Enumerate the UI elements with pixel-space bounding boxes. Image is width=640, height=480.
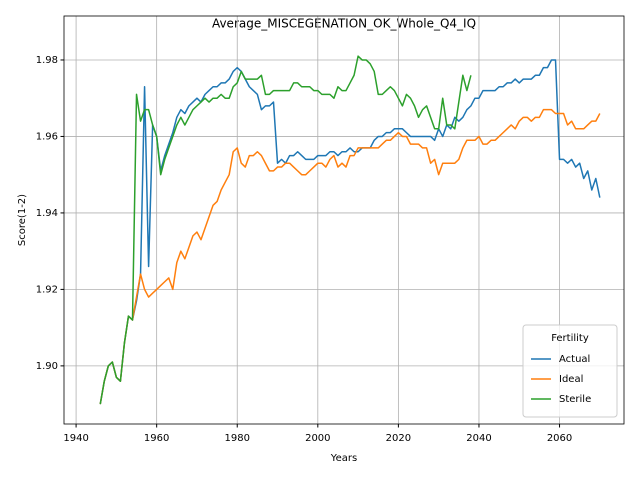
x-tick-label: 2040 bbox=[466, 433, 491, 444]
x-tick-label: 2060 bbox=[547, 433, 572, 444]
y-tick-label: 1.90 bbox=[36, 361, 58, 372]
legend: Fertility Actual Ideal Sterile bbox=[522, 324, 618, 418]
series-line bbox=[99, 55, 472, 405]
y-tick-label: 1.92 bbox=[36, 284, 58, 295]
x-tick-label: 2000 bbox=[305, 433, 330, 444]
legend-title: Fertility bbox=[551, 333, 589, 344]
y-axis-label: Score(1-2) bbox=[17, 194, 28, 246]
plot-frame bbox=[63, 15, 625, 425]
chart-title: Average_MISCEGENATION_OK_Whole_Q4_IQ bbox=[212, 17, 476, 31]
legend-label: Ideal bbox=[559, 374, 583, 385]
legend-label: Actual bbox=[559, 354, 590, 365]
series-line bbox=[99, 59, 601, 405]
x-axis-label: Years bbox=[330, 453, 357, 464]
legend-label: Sterile bbox=[559, 394, 591, 405]
x-tick-label: 1980 bbox=[225, 433, 250, 444]
y-tick-label: 1.94 bbox=[36, 208, 58, 219]
x-tick-label: 1940 bbox=[63, 433, 88, 444]
x-tick-label: 1960 bbox=[144, 433, 169, 444]
y-tick-label: 1.98 bbox=[36, 55, 58, 66]
series-line bbox=[99, 108, 601, 405]
x-tick-label: 2020 bbox=[386, 433, 411, 444]
legend-box bbox=[522, 324, 618, 418]
y-tick-label: 1.96 bbox=[36, 131, 58, 142]
